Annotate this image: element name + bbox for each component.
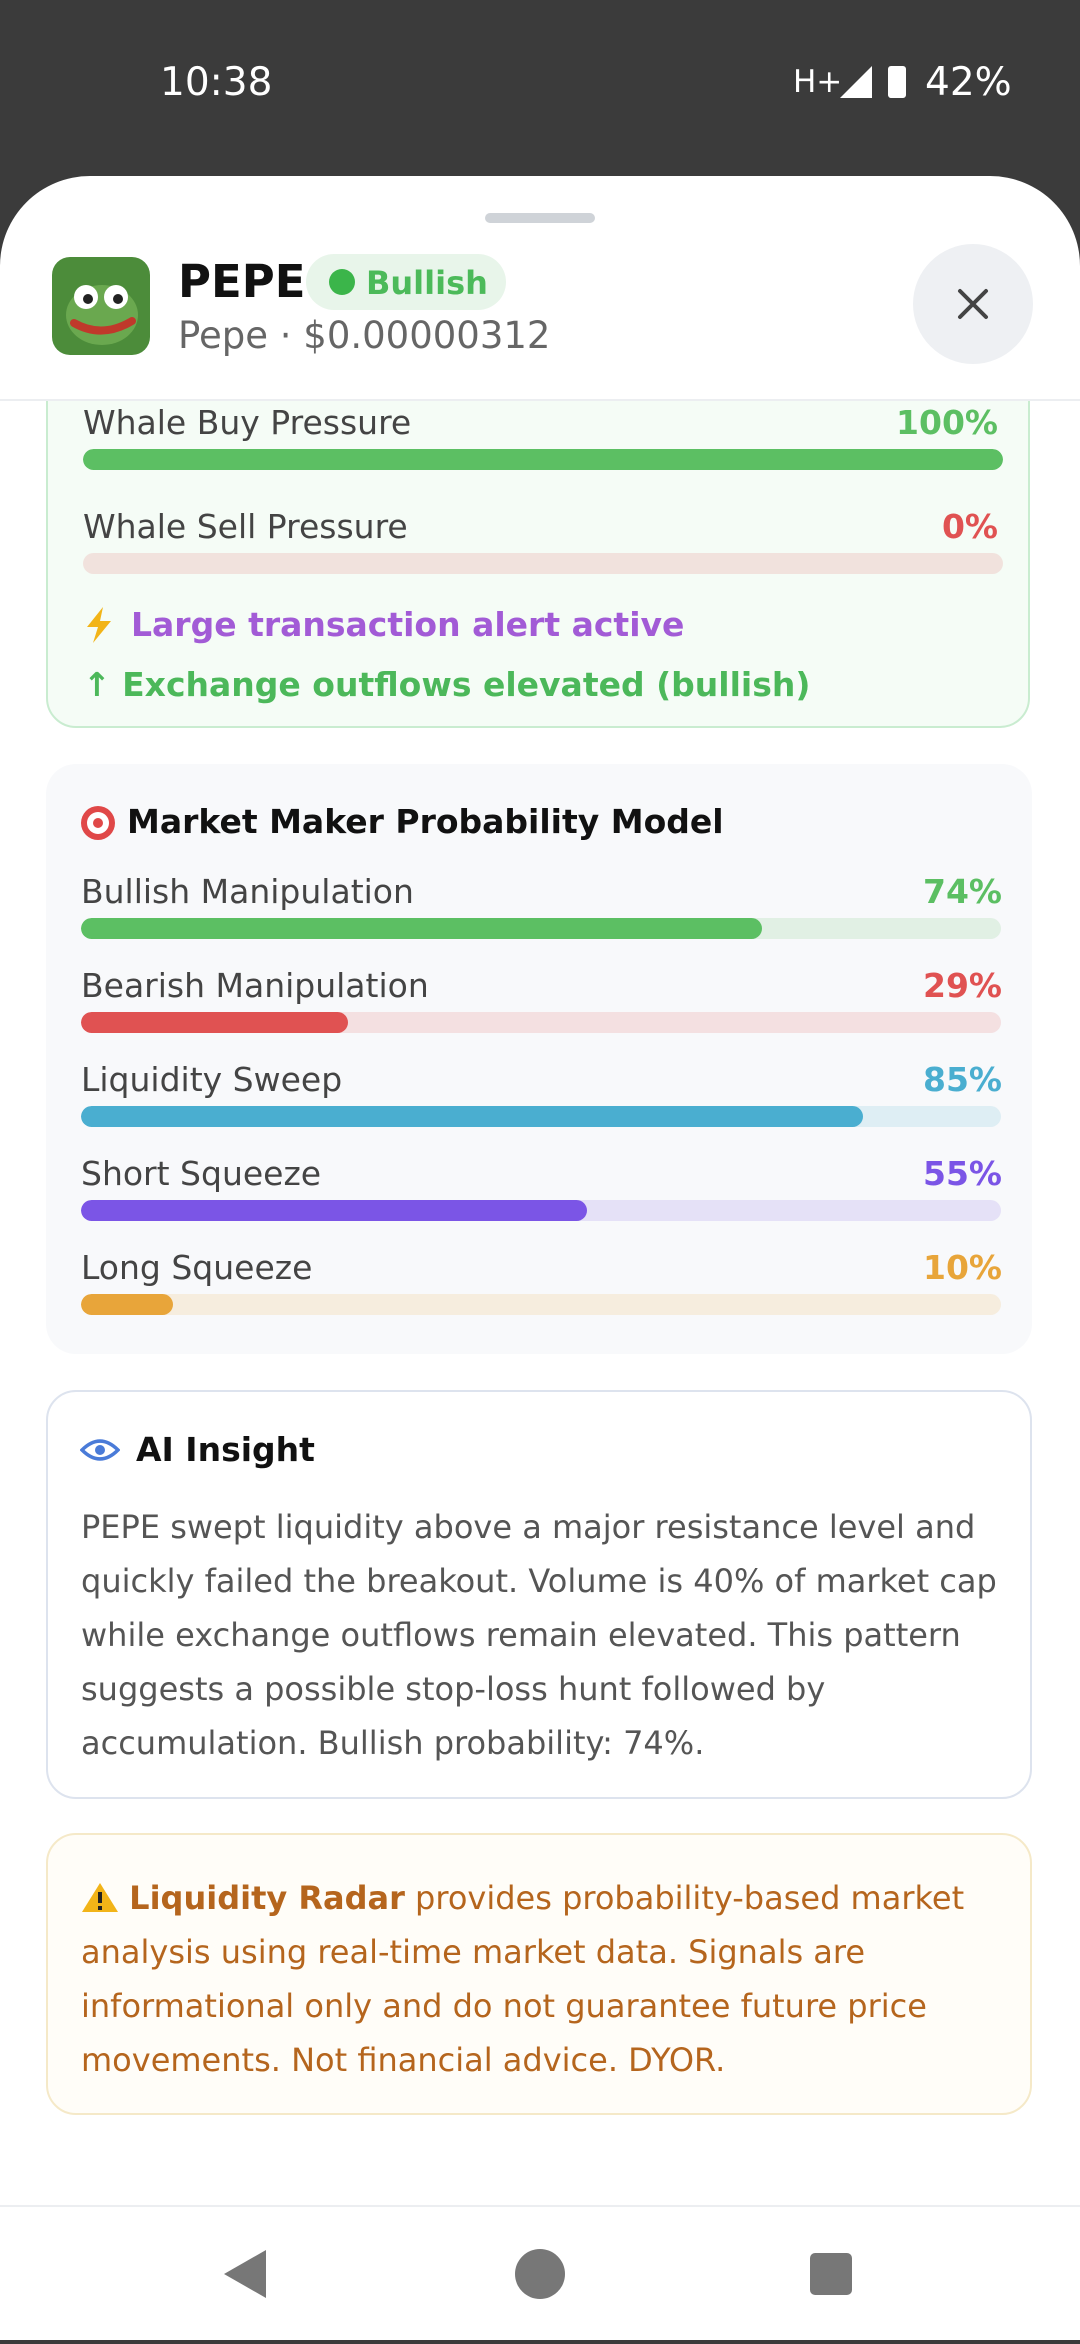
bar-track [81, 1294, 1001, 1315]
disclaimer-text: Liquidity Radar provides probability-bas… [81, 1871, 1006, 2087]
target-icon [81, 806, 115, 840]
bar-fill [81, 1294, 173, 1315]
disclaimer-body: provides probability-based market analys… [81, 1879, 965, 2079]
nav-recents[interactable] [810, 2253, 852, 2295]
row-label: Whale Buy Pressure [83, 403, 412, 442]
header-divider [0, 399, 1080, 401]
nav-bar [0, 2205, 1080, 2340]
bar-fill [81, 1106, 863, 1127]
drag-handle[interactable] [485, 213, 595, 223]
status-icons [840, 66, 906, 98]
disclaimer-card: Liquidity Radar provides probability-bas… [46, 1833, 1032, 2115]
warning-icon [82, 1883, 118, 1912]
row-value: 0% [941, 507, 998, 546]
whale-alert: Large transaction alert active [131, 605, 685, 644]
coin-subtitle: Pepe · $0.00000312 [178, 314, 551, 357]
coin-icon [52, 257, 150, 355]
bar-track [83, 553, 1003, 574]
ai-title: AI Insight [136, 1430, 315, 1469]
bar-fill [81, 918, 762, 939]
row-value: 10% [923, 1248, 1002, 1287]
bar-fill [81, 1200, 587, 1221]
row-value: 29% [923, 966, 1002, 1005]
mm-card: Market Maker Probability Model Bullish M… [46, 764, 1032, 1354]
row-label: Liquidity Sweep [81, 1060, 343, 1099]
bolt-icon [87, 607, 111, 643]
bar-track [83, 449, 1003, 470]
bar-track [81, 918, 1001, 939]
row-value: 100% [896, 403, 998, 442]
whale-card: Whale Buy Pressure 100% Whale Sell Pressur… [46, 401, 1030, 728]
row-label: Short Squeeze [81, 1154, 322, 1193]
nav-icons [224, 2249, 852, 2299]
bar-fill [83, 449, 1003, 470]
badge-dot [329, 269, 355, 295]
coin-symbol: PEPE [178, 255, 306, 308]
scroll-content: Whale Buy Pressure 100% Whale Sell Pressur… [0, 401, 1080, 2205]
bar-track [81, 1200, 1001, 1221]
close-button[interactable] [913, 244, 1033, 364]
nav-back[interactable] [224, 2250, 266, 2298]
status-time: 10:38 [160, 60, 273, 105]
row-label: Bearish Manipulation [81, 966, 429, 1005]
row-label: Whale Sell Pressure [83, 507, 408, 546]
disclaimer-brand: Liquidity Radar [129, 1879, 405, 1917]
badge-text: Bullish [366, 264, 488, 302]
close-icon [958, 289, 988, 319]
eye-icon [80, 1439, 120, 1461]
mm-title: Market Maker Probability Model [127, 802, 724, 841]
bar-fill [81, 1012, 348, 1033]
ai-body: PEPE swept liquidity above a major resis… [81, 1508, 997, 1762]
row-value: 85% [923, 1060, 1002, 1099]
nav-home[interactable] [515, 2249, 565, 2299]
row-value: 55% [923, 1154, 1002, 1193]
ai-card: AI Insight PEPE swept liquidity above a … [46, 1390, 1032, 1799]
row-label: Long Squeeze [81, 1248, 313, 1287]
bar-track [81, 1012, 1001, 1033]
sentiment-badge: Bullish [306, 254, 506, 310]
status-network: H+ [793, 64, 843, 100]
row-label: Bullish Manipulation [81, 872, 414, 911]
bar-track [81, 1106, 1001, 1127]
row-value: 74% [923, 872, 1002, 911]
whale-alert: ↑ Exchange outflows elevated (bullish) [83, 665, 811, 704]
status-battery: 42% [925, 60, 1012, 105]
